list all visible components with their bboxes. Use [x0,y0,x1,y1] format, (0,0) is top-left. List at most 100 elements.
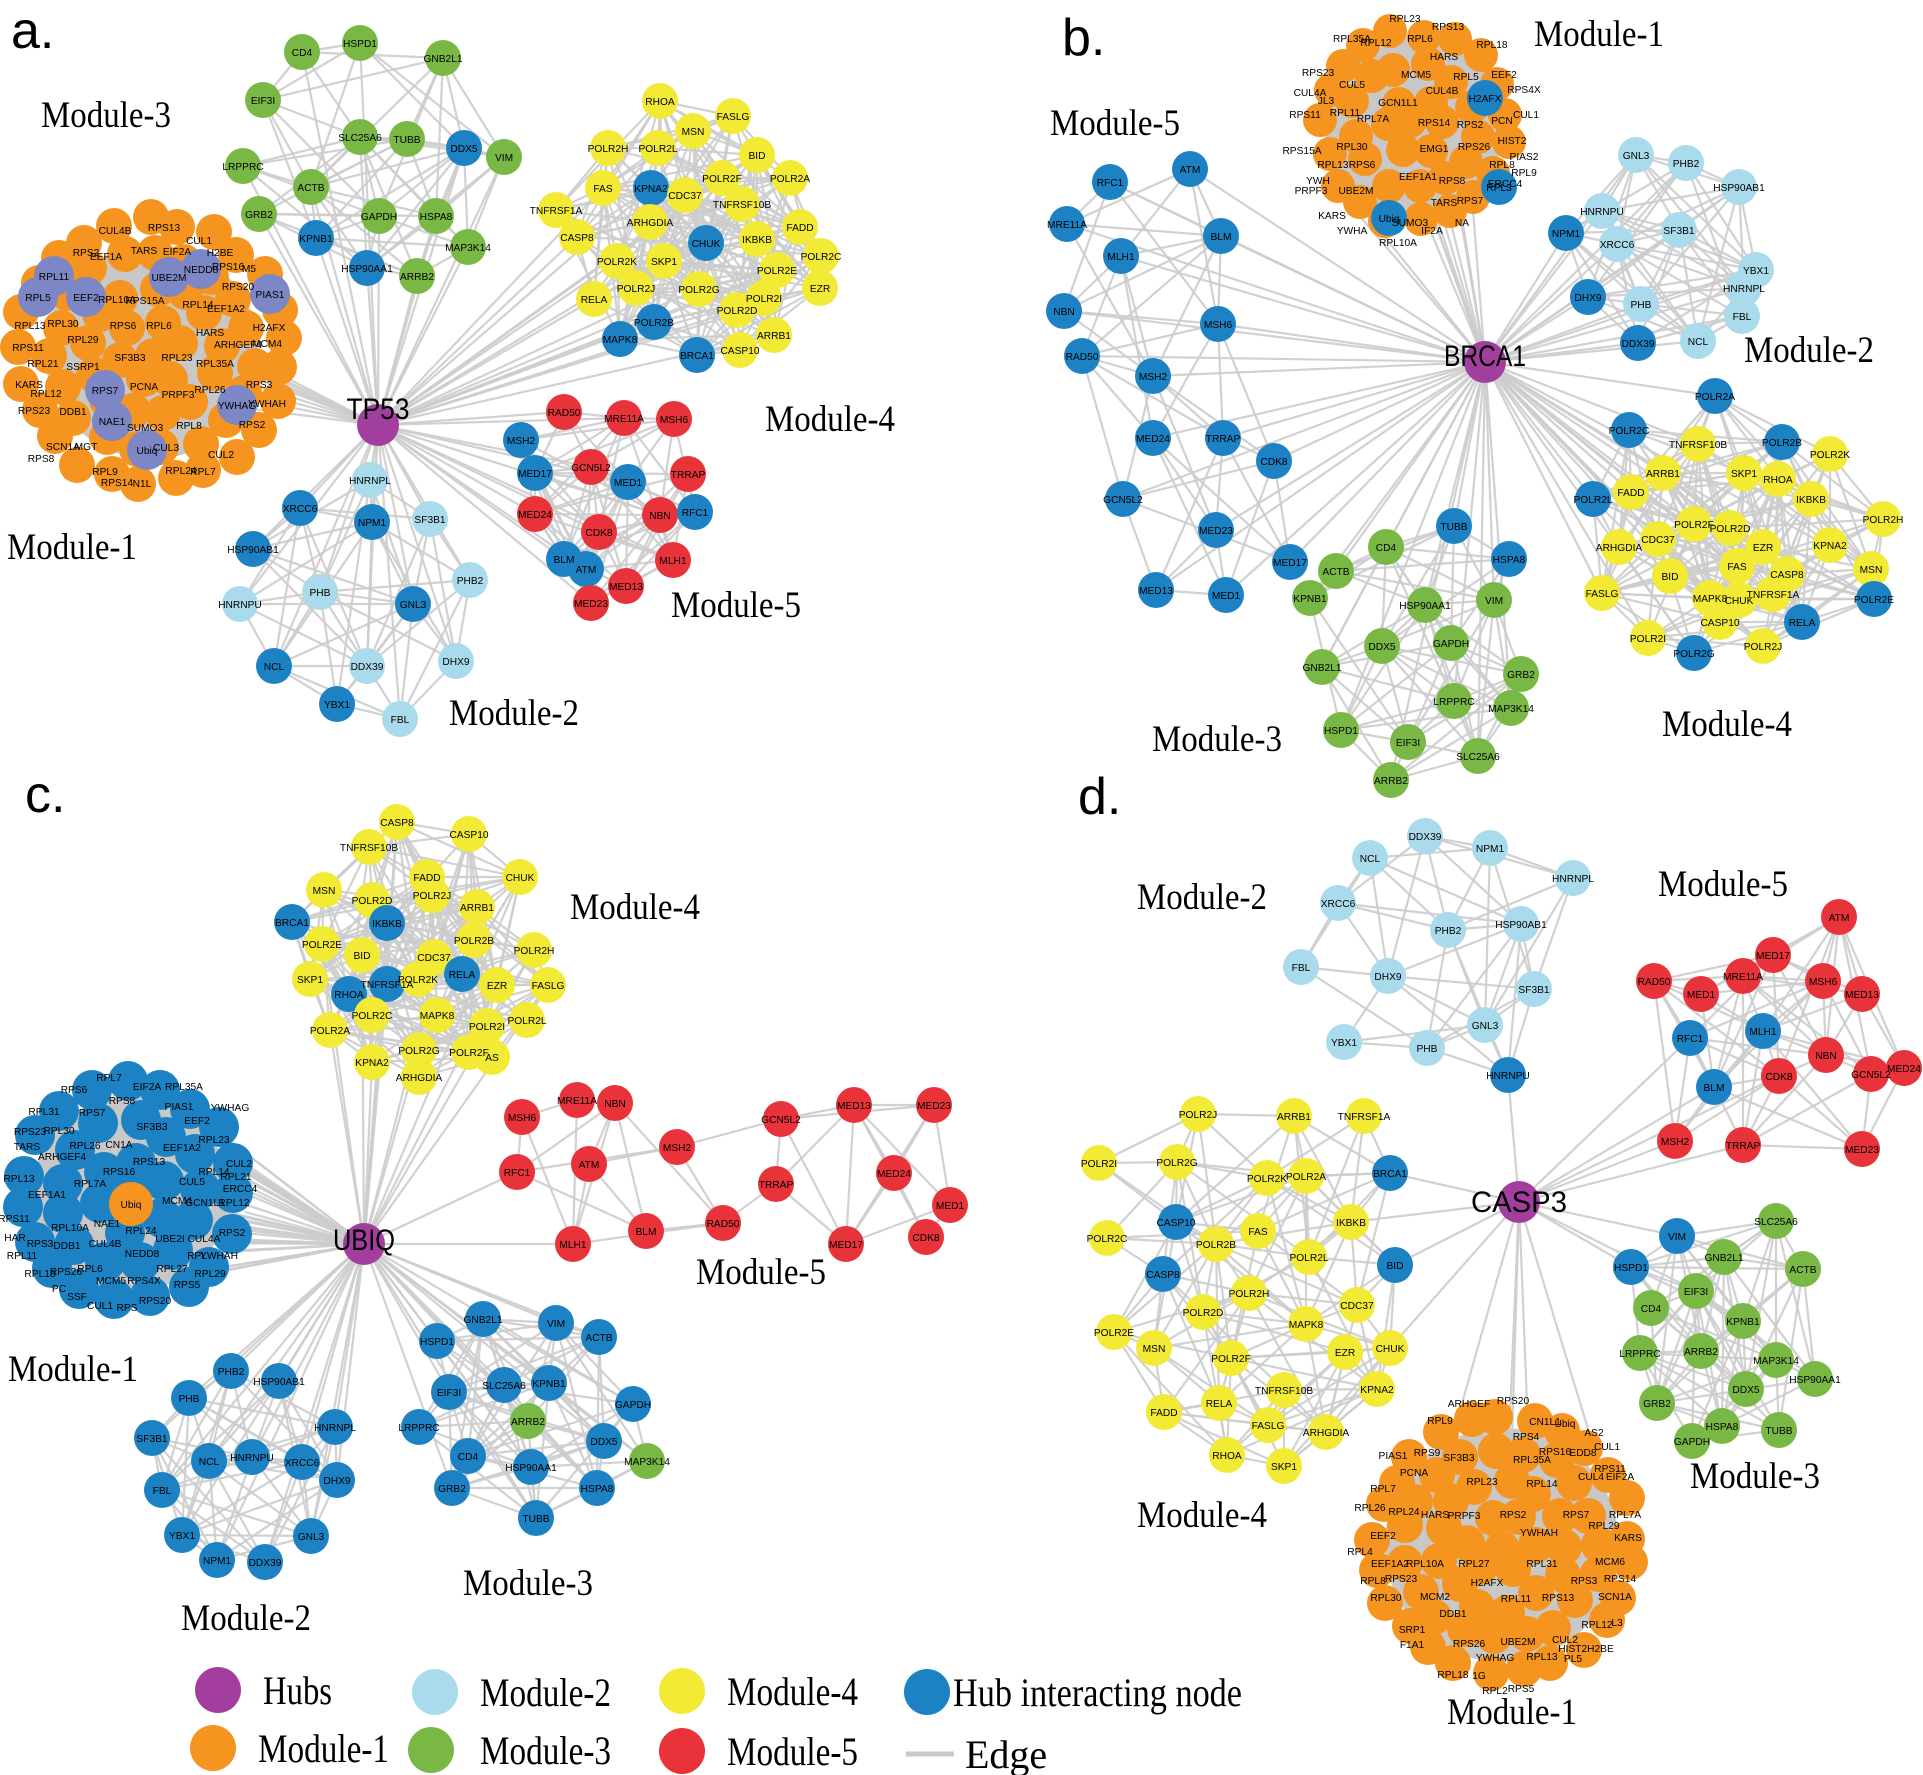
svg-text:RPS4X: RPS4X [127,1276,161,1287]
svg-text:RPL7A: RPL7A [1609,1510,1641,1521]
svg-text:MED23: MED23 [574,599,608,610]
svg-text:RPS14: RPS14 [1418,118,1451,129]
svg-text:GCN1L1: GCN1L1 [185,1198,225,1209]
svg-text:CASP10: CASP10 [449,830,488,841]
svg-text:RPL10A: RPL10A [51,1223,89,1234]
svg-text:ATM: ATM [1829,913,1850,924]
svg-text:CHUK: CHUK [1725,596,1754,607]
svg-text:ARRB2: ARRB2 [1684,1347,1718,1358]
svg-text:RPS11: RPS11 [1289,110,1321,121]
svg-text:GCN5L2: GCN5L2 [1851,1070,1891,1081]
svg-text:RPL18: RPL18 [24,1269,55,1280]
svg-text:RPS6: RPS6 [1349,160,1376,171]
svg-text:MAPK8: MAPK8 [420,1011,455,1022]
svg-text:EMG1: EMG1 [1420,144,1449,155]
svg-text:GRB2: GRB2 [1507,670,1535,681]
svg-text:PHB: PHB [179,1394,200,1405]
svg-text:CUL5: CUL5 [179,1177,205,1188]
svg-text:FAS: FAS [1248,1227,1267,1238]
svg-text:SSF: SSF [67,1292,87,1303]
svg-text:RHOA: RHOA [645,97,675,108]
svg-text:ARHGEF4: ARHGEF4 [214,340,262,351]
svg-text:YWHAH: YWHAH [248,399,286,410]
svg-text:CDC37: CDC37 [417,953,451,964]
svg-text:MED17: MED17 [1273,558,1307,569]
svg-text:RPL27: RPL27 [156,1264,187,1275]
svg-text:RPS2: RPS2 [73,248,100,259]
svg-text:RPL5: RPL5 [1453,72,1479,83]
svg-text:RPL9: RPL9 [92,467,118,478]
svg-text:DDX5: DDX5 [590,1437,618,1448]
svg-text:IF2A: IF2A [1421,226,1443,237]
svg-text:CN1A: CN1A [105,1140,132,1151]
svg-text:d.: d. [1078,768,1121,826]
svg-text:IKBKB: IKBKB [372,919,402,930]
svg-text:Hub interacting node: Hub interacting node [953,1670,1242,1715]
svg-text:Module-5: Module-5 [696,1252,826,1293]
svg-text:EEF2: EEF2 [1491,70,1517,81]
svg-text:RHOA: RHOA [1763,475,1793,486]
svg-text:YWH: YWH [1306,176,1330,187]
svg-text:RAD50: RAD50 [707,1219,740,1230]
svg-text:HSPD1: HSPD1 [420,1337,454,1348]
svg-text:RPS16: RPS16 [1539,1447,1572,1458]
svg-text:RPS23: RPS23 [14,1127,47,1138]
svg-text:RHOA: RHOA [334,990,364,1001]
svg-text:POLR2H: POLR2H [1229,1289,1270,1300]
svg-text:PIAS2: PIAS2 [1510,152,1539,163]
svg-text:RPL8: RPL8 [176,421,202,432]
svg-text:FASLG: FASLG [1586,589,1619,600]
svg-text:PRPF3: PRPF3 [162,390,195,401]
svg-text:SKP1: SKP1 [297,975,323,986]
svg-text:PHB2: PHB2 [457,576,484,587]
svg-text:RPS7: RPS7 [79,1108,106,1119]
svg-text:CHUK: CHUK [506,873,535,884]
svg-text:TRRAP: TRRAP [759,1180,794,1191]
svg-text:RPL24: RPL24 [1388,1507,1419,1518]
svg-text:Module-4: Module-4 [1137,1495,1267,1536]
svg-text:SLC25A6: SLC25A6 [1456,752,1500,763]
svg-text:POLR2C: POLR2C [801,252,842,263]
svg-text:ARHGEF: ARHGEF [1448,1399,1490,1410]
svg-text:HSPD1: HSPD1 [1324,726,1358,737]
svg-text:PIAS1: PIAS1 [256,290,285,301]
svg-text:EIF2A: EIF2A [1606,1472,1635,1483]
svg-text:HSP90AB1: HSP90AB1 [1495,920,1547,931]
svg-text:POLR2L: POLR2L [1289,1253,1328,1264]
svg-text:RPS3: RPS3 [27,1239,54,1250]
svg-text:RELA: RELA [1206,1399,1233,1410]
svg-text:EEF1A1: EEF1A1 [1399,172,1437,183]
svg-text:POLR2L: POLR2L [507,1016,546,1027]
svg-text:RPS2: RPS2 [219,1228,246,1239]
svg-text:NPM1: NPM1 [203,1556,232,1567]
svg-text:ARHGDIA: ARHGDIA [1303,1428,1350,1439]
svg-text:Module-4: Module-4 [727,1669,858,1714]
svg-text:POLR2K: POLR2K [1247,1174,1287,1185]
svg-text:FAS: FAS [593,184,612,195]
svg-text:DHX9: DHX9 [442,657,470,668]
svg-text:CASP10: CASP10 [1700,618,1739,629]
svg-text:MCM2: MCM2 [1420,1592,1450,1603]
svg-text:RPS9: RPS9 [1414,1448,1441,1459]
svg-text:CASP10: CASP10 [1156,1218,1195,1229]
svg-text:TNFRSF1A: TNFRSF1A [361,980,414,991]
svg-text:POLR2H: POLR2H [514,946,555,957]
svg-text:HNRNPL: HNRNPL [349,476,391,487]
svg-text:AS: AS [485,1053,499,1064]
svg-text:CASP8: CASP8 [1770,570,1804,581]
svg-text:SCN1A: SCN1A [1598,1592,1632,1603]
svg-text:MGT: MGT [75,442,98,453]
svg-text:BRCA1: BRCA1 [1444,340,1526,373]
svg-text:RPL29: RPL29 [67,335,98,346]
svg-text:MRE11A: MRE11A [557,1096,597,1107]
svg-text:BLM: BLM [1211,232,1232,243]
svg-text:MSH6: MSH6 [508,1113,537,1124]
svg-text:GCN1L1: GCN1L1 [1378,98,1418,109]
svg-text:RPS13: RPS13 [1432,22,1465,33]
svg-text:RPL35A: RPL35A [196,359,234,370]
svg-text:TNFRSF1A: TNFRSF1A [530,206,583,217]
svg-text:CN1L1: CN1L1 [1529,1417,1561,1428]
svg-text:MCM4: MCM4 [162,1196,192,1207]
svg-text:b.: b. [1062,9,1105,67]
svg-text:DDX5: DDX5 [450,144,478,155]
